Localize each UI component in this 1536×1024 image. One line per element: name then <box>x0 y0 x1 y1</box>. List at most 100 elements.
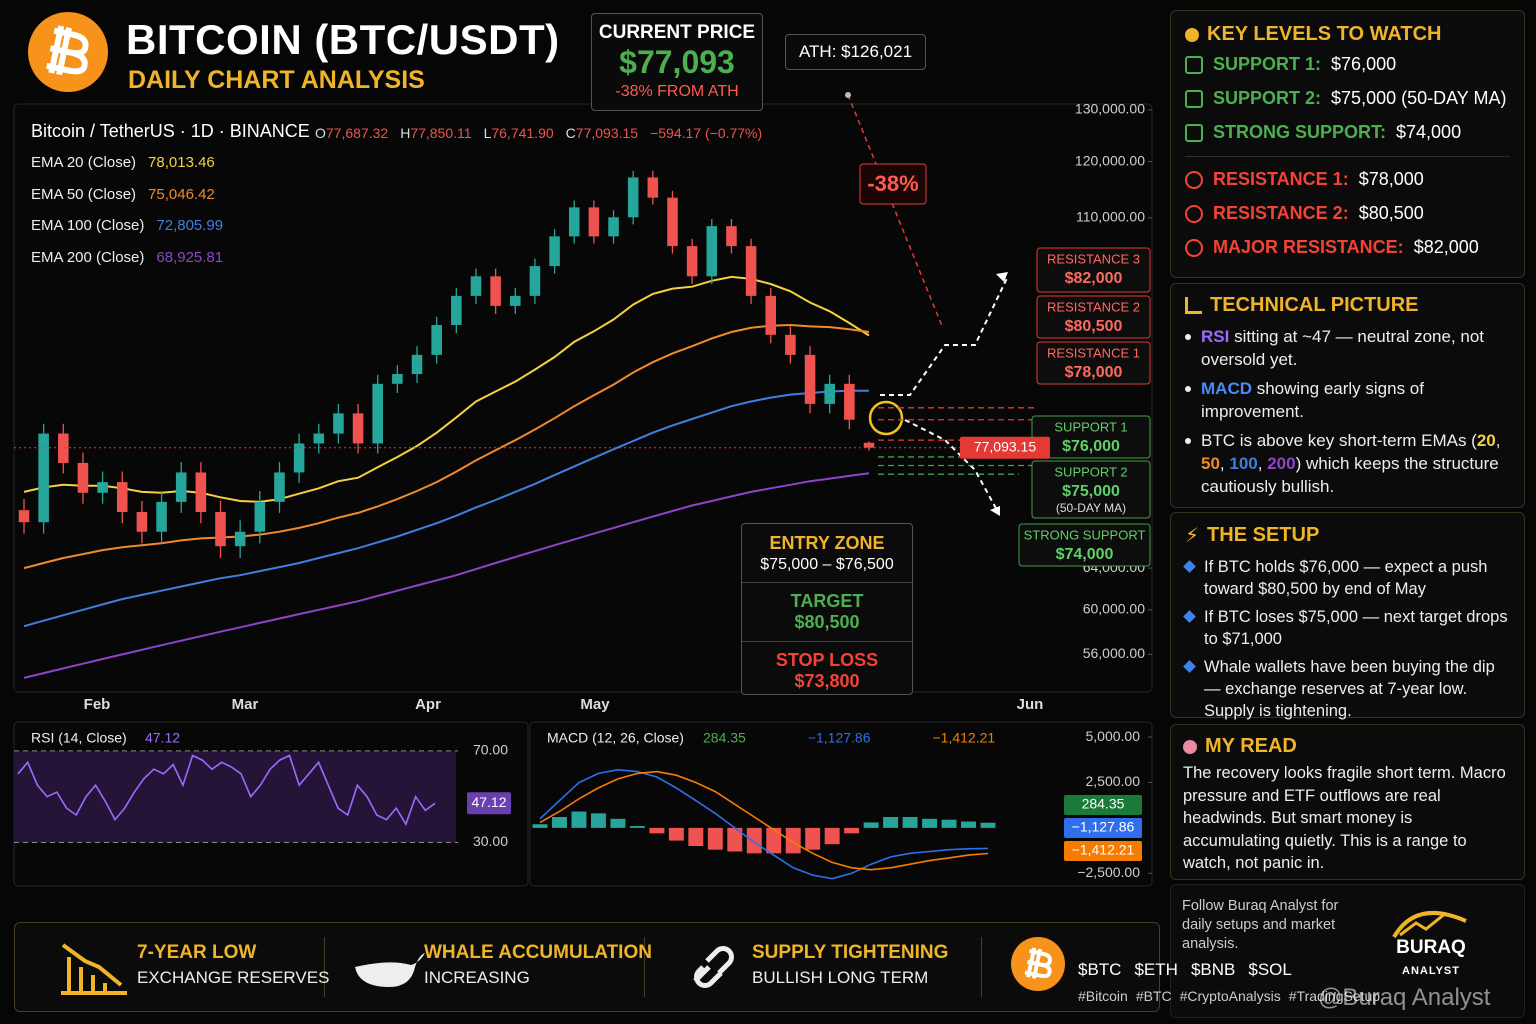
price-tag-label: 77,093.15 <box>974 438 1036 454</box>
level-name: SUPPORT 2 <box>1054 464 1127 479</box>
level-box <box>1036 247 1151 293</box>
candle-body <box>804 354 816 404</box>
candle-body <box>726 226 737 247</box>
macd-bar <box>863 822 879 828</box>
rsi-title: RSI (14, Close) <box>31 730 127 746</box>
ema-line <box>23 389 869 628</box>
candle-body <box>844 383 855 420</box>
level-icon <box>1185 238 1203 257</box>
x-tick-label: Jun <box>1017 696 1044 713</box>
ohlc-value: 77,850.11 <box>410 125 472 141</box>
tech-segment: , <box>1257 454 1268 473</box>
bull-arrow <box>880 275 1009 396</box>
btc-glyph <box>46 25 89 76</box>
macd-tag-label: −1,127.86 <box>1072 819 1135 835</box>
brand: BURAQ <box>1396 937 1466 958</box>
tech-item: BTC is above key short-term EMAs (20, 50… <box>1185 429 1510 498</box>
y-tick-label: 30.00 <box>473 833 508 849</box>
ticker: $SOL <box>1248 960 1292 979</box>
candle-body <box>647 177 659 198</box>
tech-text: MACD showing early signs of improvement. <box>1201 377 1510 423</box>
level-row: STRONG SUPPORT: $74,000 <box>1185 122 1510 143</box>
macd-bar <box>707 827 723 850</box>
hashtag: #CryptoAnalysis <box>1179 988 1281 1004</box>
read-text: The recovery looks fragile short term. M… <box>1183 764 1506 872</box>
macd-tag-label: 284.35 <box>1082 796 1125 812</box>
panel-title: MY READ <box>1183 735 1512 758</box>
panel-title: ⚡ THE SETUP <box>1185 523 1510 548</box>
level-box <box>1031 460 1151 519</box>
brand-arc <box>1392 911 1467 939</box>
macd-value: 284.35 <box>703 730 746 746</box>
level-label: SUPPORT 2: <box>1213 88 1322 108</box>
candle-body <box>824 383 835 404</box>
legend-name: EMA 100 (Close) <box>31 217 145 234</box>
macd-tag-label: −1,412.21 <box>1072 842 1135 858</box>
legend-entry: EMA 50 (Close) 75,046.42 <box>31 186 223 218</box>
macd-bar <box>552 816 567 828</box>
macd-title: MACD (12, 26, Close) <box>547 730 684 746</box>
bullet <box>1183 610 1196 623</box>
candle-body <box>706 226 718 277</box>
level-value: $80,500 <box>1358 203 1424 223</box>
level-box <box>1036 295 1151 339</box>
current-price: $77,093 <box>619 44 735 80</box>
macd-panel <box>529 721 1153 887</box>
candle-body <box>549 236 560 267</box>
level-icon <box>1185 123 1203 142</box>
tech-item: RSI sitting at ~47 — neutral zone, not o… <box>1185 325 1510 371</box>
candle-body <box>490 276 501 306</box>
ath-line <box>847 94 943 327</box>
icon <box>1185 297 1202 314</box>
candle-body <box>274 472 285 502</box>
rsi-tag <box>467 792 511 815</box>
rsi-line <box>17 754 436 827</box>
macd-tag <box>1064 841 1142 861</box>
macd-bar <box>610 818 626 828</box>
icon-shape <box>355 953 425 987</box>
y-tick-label: 2,500.00 <box>1086 773 1141 789</box>
macd-value: −1,127.86 <box>808 730 871 746</box>
ath-box: ATH: $126,021 <box>785 34 926 70</box>
brand-sub: ANALYST <box>1402 965 1460 977</box>
level-value: $78,000 <box>1065 364 1123 381</box>
candle-body <box>431 325 442 355</box>
macd-bar <box>590 813 606 828</box>
tickers: $BTC $ETH $BNB $SOL <box>1078 960 1292 980</box>
ohlc-item: C77,093.15 <box>566 125 638 141</box>
y-tick-label: 56,000.00 <box>1083 645 1145 661</box>
level-icon <box>1185 204 1203 223</box>
footer-bar <box>14 922 1160 1012</box>
candle-body <box>215 511 226 547</box>
subtitle: DAILY CHART ANALYSIS <box>128 66 425 94</box>
watermark: @Buraq Analyst <box>1318 984 1491 1011</box>
entry-range: $75,000 – $76,500 <box>742 556 912 583</box>
legend-value: 68,925.81 <box>156 248 224 266</box>
footer-title: SUPPLY TIGHTENING <box>752 942 949 963</box>
chain-icon <box>693 946 734 988</box>
candle-body <box>667 197 678 247</box>
divider <box>981 937 982 997</box>
ticker: $BTC <box>1078 960 1122 979</box>
level-value: $76,000 <box>1062 438 1120 455</box>
hashtag: #TradingSetup <box>1288 988 1381 1004</box>
price-box-label: CURRENT PRICE <box>598 22 756 43</box>
panel-title: KEY LEVELS TO WATCH <box>1185 23 1510 46</box>
macd-bar <box>649 827 665 834</box>
candle-body <box>745 246 757 296</box>
legend-value: 75,046.42 <box>148 185 215 203</box>
legend-name: EMA 200 (Close) <box>31 248 145 266</box>
level-icon <box>1185 89 1203 108</box>
bullet <box>1183 660 1196 673</box>
macd-line <box>539 768 989 880</box>
setup-text: If BTC holds $76,000 — expect a push tow… <box>1204 558 1488 598</box>
candle-body <box>588 207 600 237</box>
macd-bar <box>571 811 587 828</box>
tech-segment: 20 <box>1476 431 1496 450</box>
whale-icon <box>355 953 425 987</box>
title: BITCOIN (BTC/USDT) <box>126 16 560 63</box>
level-row: RESISTANCE 2: $80,500 <box>1185 203 1510 224</box>
tech-segment: 100 <box>1229 454 1258 473</box>
macd-bar <box>532 824 548 828</box>
